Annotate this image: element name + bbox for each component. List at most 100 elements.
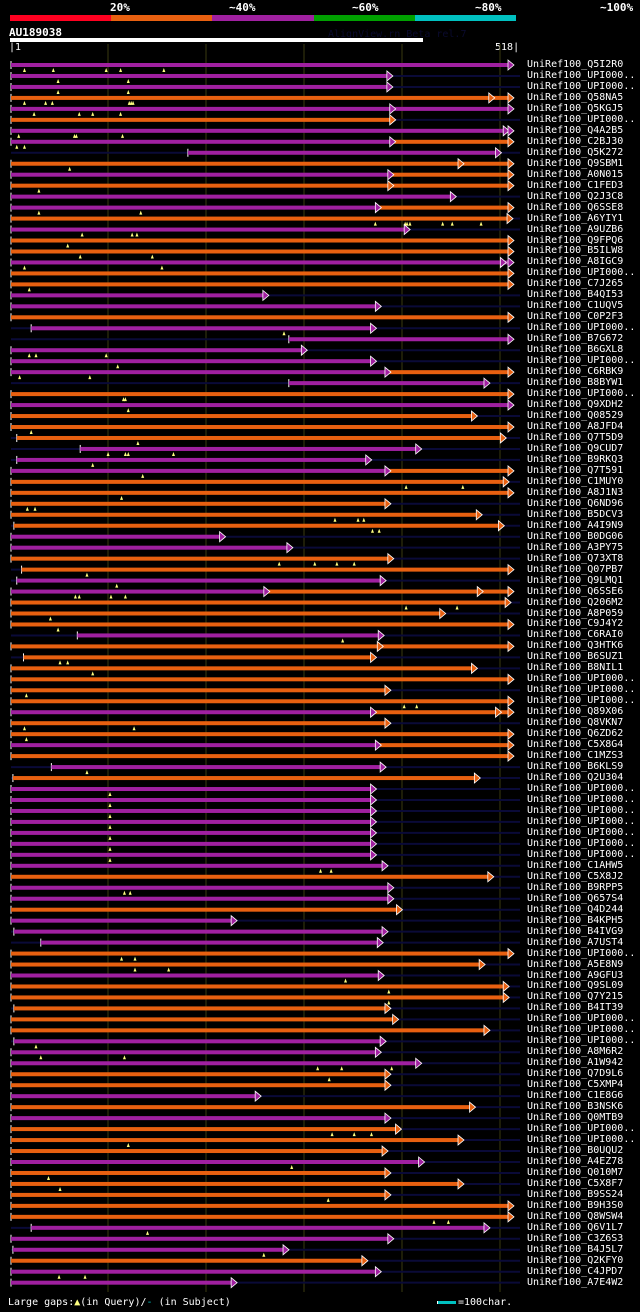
hit-label[interactable]: UniRef100_B8BYW1 [527,377,624,389]
hit-label[interactable]: UniRef100_C5X8G4 [527,739,624,751]
hit-label[interactable]: UniRef100_A6YIY1 [527,212,624,224]
hit-label[interactable]: UniRef100_Q9FPQ6 [527,234,624,246]
hit-label[interactable]: UniRef100_B4KPH5 [527,914,624,926]
hit-label[interactable]: UniRef100_Q7D9L6 [527,1068,624,1080]
hit-label[interactable]: UniRef100_UPI000.. [527,267,636,279]
hit-label[interactable]: UniRef100_Q8VKN7 [527,717,624,729]
hit-label[interactable]: UniRef100_UPI000.. [527,837,636,849]
hit-label[interactable]: UniRef100_Q2J3C8 [527,190,624,202]
hit-label[interactable]: UniRef100_C5XMP4 [527,1079,624,1091]
hit-label[interactable]: UniRef100_Q6V1L7 [527,1221,624,1233]
hit-label[interactable]: UniRef100_C2BJ30 [527,135,624,147]
hit-label[interactable]: UniRef100_Q08529 [527,410,624,422]
hit-label[interactable]: UniRef100_Q6SSE8 [527,201,624,213]
hit-label[interactable]: UniRef100_A8P059 [527,607,624,619]
hit-label[interactable]: UniRef100_UPI000.. [527,1123,636,1135]
hit-label[interactable]: UniRef100_UPI000.. [527,673,636,685]
hit-label[interactable]: UniRef100_A3PY75 [527,541,624,553]
hit-label[interactable]: UniRef100_B8NIL1 [527,662,624,674]
hit-label[interactable]: UniRef100_Q89X06 [527,706,624,718]
hit-label[interactable]: UniRef100_UPI000.. [527,695,636,707]
hit-label[interactable]: UniRef100_Q9SL09 [527,980,624,992]
hit-label[interactable]: UniRef100_B7G672 [527,333,624,345]
hit-label[interactable]: UniRef100_Q9LMQ1 [527,574,624,586]
hit-label[interactable]: UniRef100_Q2KFY0 [527,1254,624,1266]
hit-label[interactable]: UniRef100_Q206M2 [527,596,624,608]
hit-label[interactable]: UniRef100_A0N015 [527,168,624,180]
hit-label[interactable]: UniRef100_UPI000.. [527,684,636,696]
hit-label[interactable]: UniRef100_UPI000.. [527,69,636,81]
hit-label[interactable]: UniRef100_UPI000.. [527,1024,636,1036]
hit-label[interactable]: UniRef100_A9UZB6 [527,223,624,235]
hit-label[interactable]: UniRef100_C6RBK9 [527,366,624,378]
hit-label[interactable]: UniRef100_UPI000.. [527,1134,636,1146]
hit-label[interactable]: UniRef100_UPI000.. [527,947,636,959]
hit-label[interactable]: UniRef100_Q7Y215 [527,991,624,1003]
hit-label[interactable]: UniRef100_A8M6R2 [527,1046,624,1058]
hit-label[interactable]: UniRef100_C1AHW5 [527,859,624,871]
hit-label[interactable]: UniRef100_Q07PB7 [527,563,624,575]
hit-label[interactable]: UniRef100_Q0MTB9 [527,1112,624,1124]
hit-label[interactable]: UniRef100_UPI000.. [527,793,636,805]
hit-label[interactable]: UniRef100_B4J5L7 [527,1243,624,1255]
hit-label[interactable]: UniRef100_Q6ZD62 [527,728,624,740]
hit-label[interactable]: UniRef100_UPI000.. [527,388,636,400]
hit-label[interactable]: UniRef100_Q9SBM1 [527,157,624,169]
hit-label[interactable]: UniRef100_C1MUY0 [527,475,624,487]
hit-label[interactable]: UniRef100_B6KLS9 [527,761,624,773]
hit-label[interactable]: UniRef100_UPI000.. [527,1035,636,1047]
hit-label[interactable]: UniRef100_C7J265 [527,278,624,290]
hit-label[interactable]: UniRef100_A7E4W2 [527,1276,624,1288]
hit-label[interactable]: UniRef100_A7UST4 [527,936,624,948]
hit-label[interactable]: UniRef100_C1MZS3 [527,750,624,762]
hit-label[interactable]: UniRef100_Q6ND96 [527,497,624,509]
hit-label[interactable]: UniRef100_B0UQU2 [527,1145,624,1157]
hit-label[interactable]: UniRef100_B9SS24 [527,1188,624,1200]
hit-label[interactable]: UniRef100_A9GFU3 [527,969,624,981]
hit-label[interactable]: UniRef100_Q9CUD7 [527,442,624,454]
hit-label[interactable]: UniRef100_C1UQV5 [527,300,624,312]
hit-label[interactable]: UniRef100_A8J1N3 [527,486,624,498]
hit-label[interactable]: UniRef100_Q657S4 [527,892,624,904]
hit-label[interactable]: UniRef100_B5DCV3 [527,508,624,520]
hit-label[interactable]: UniRef100_A8IGC9 [527,256,624,268]
hit-label[interactable]: UniRef100_UPI000.. [527,783,636,795]
hit-label[interactable]: UniRef100_A1W942 [527,1057,624,1069]
hit-label[interactable]: UniRef100_Q5K272 [527,146,624,158]
hit-label[interactable]: UniRef100_A8JFD4 [527,421,624,432]
hit-label[interactable]: UniRef100_B3NSK6 [527,1101,624,1113]
hit-label[interactable]: UniRef100_Q3HTK6 [527,640,624,652]
hit-label[interactable]: UniRef100_C0P2F3 [527,311,624,323]
hit-label[interactable]: UniRef100_B9H3S0 [527,1199,624,1211]
hit-label[interactable]: UniRef100_Q7T5D9 [527,431,624,443]
hit-label[interactable]: UniRef100_B4IVG9 [527,925,624,937]
hit-label[interactable]: UniRef100_Q4D244 [527,903,624,915]
hit-label[interactable]: UniRef100_B6GXL8 [527,344,624,356]
hit-label[interactable]: UniRef100_C5X8J2 [527,870,624,882]
hit-label[interactable]: UniRef100_B6SUZ1 [527,651,624,663]
hit-label[interactable]: UniRef100_C1E8G6 [527,1090,624,1102]
hit-label[interactable]: UniRef100_Q2U304 [527,772,624,784]
hit-label[interactable]: UniRef100_B0DG06 [527,530,624,542]
hit-label[interactable]: UniRef100_Q4A2B5 [527,124,624,136]
hit-label[interactable]: UniRef100_B9RKQ3 [527,453,624,465]
hit-label[interactable]: UniRef100_C1FED3 [527,179,624,191]
hit-label[interactable]: UniRef100_Q7T591 [527,464,624,476]
hit-label[interactable]: UniRef100_A5E8N9 [527,958,624,970]
hit-label[interactable]: UniRef100_A4EZ78 [527,1156,624,1167]
hit-label[interactable]: UniRef100_B5ILW8 [527,245,624,257]
hit-label[interactable]: UniRef100_UPI000.. [527,80,636,92]
hit-label[interactable]: UniRef100_C6RAI0 [527,629,624,641]
hit-label[interactable]: UniRef100_C9J4Y2 [527,618,624,630]
hit-label[interactable]: UniRef100_C4JPD7 [527,1265,624,1277]
hit-label[interactable]: UniRef100_UPI000.. [527,355,636,367]
hit-label[interactable]: UniRef100_Q73XT8 [527,552,624,564]
hit-label[interactable]: UniRef100_C3Z6S3 [527,1232,624,1244]
hit-label[interactable]: UniRef100_UPI000.. [527,113,636,125]
hit-label[interactable]: UniRef100_UPI000.. [527,804,636,816]
hit-label[interactable]: UniRef100_B9RPP5 [527,881,624,893]
hit-label[interactable]: UniRef100_C5X8F7 [527,1177,624,1189]
hit-label[interactable]: UniRef100_Q6SSE6 [527,585,624,597]
hit-label[interactable]: UniRef100_B4IT39 [527,1002,624,1014]
hit-label[interactable]: UniRef100_B4QI53 [527,289,624,301]
